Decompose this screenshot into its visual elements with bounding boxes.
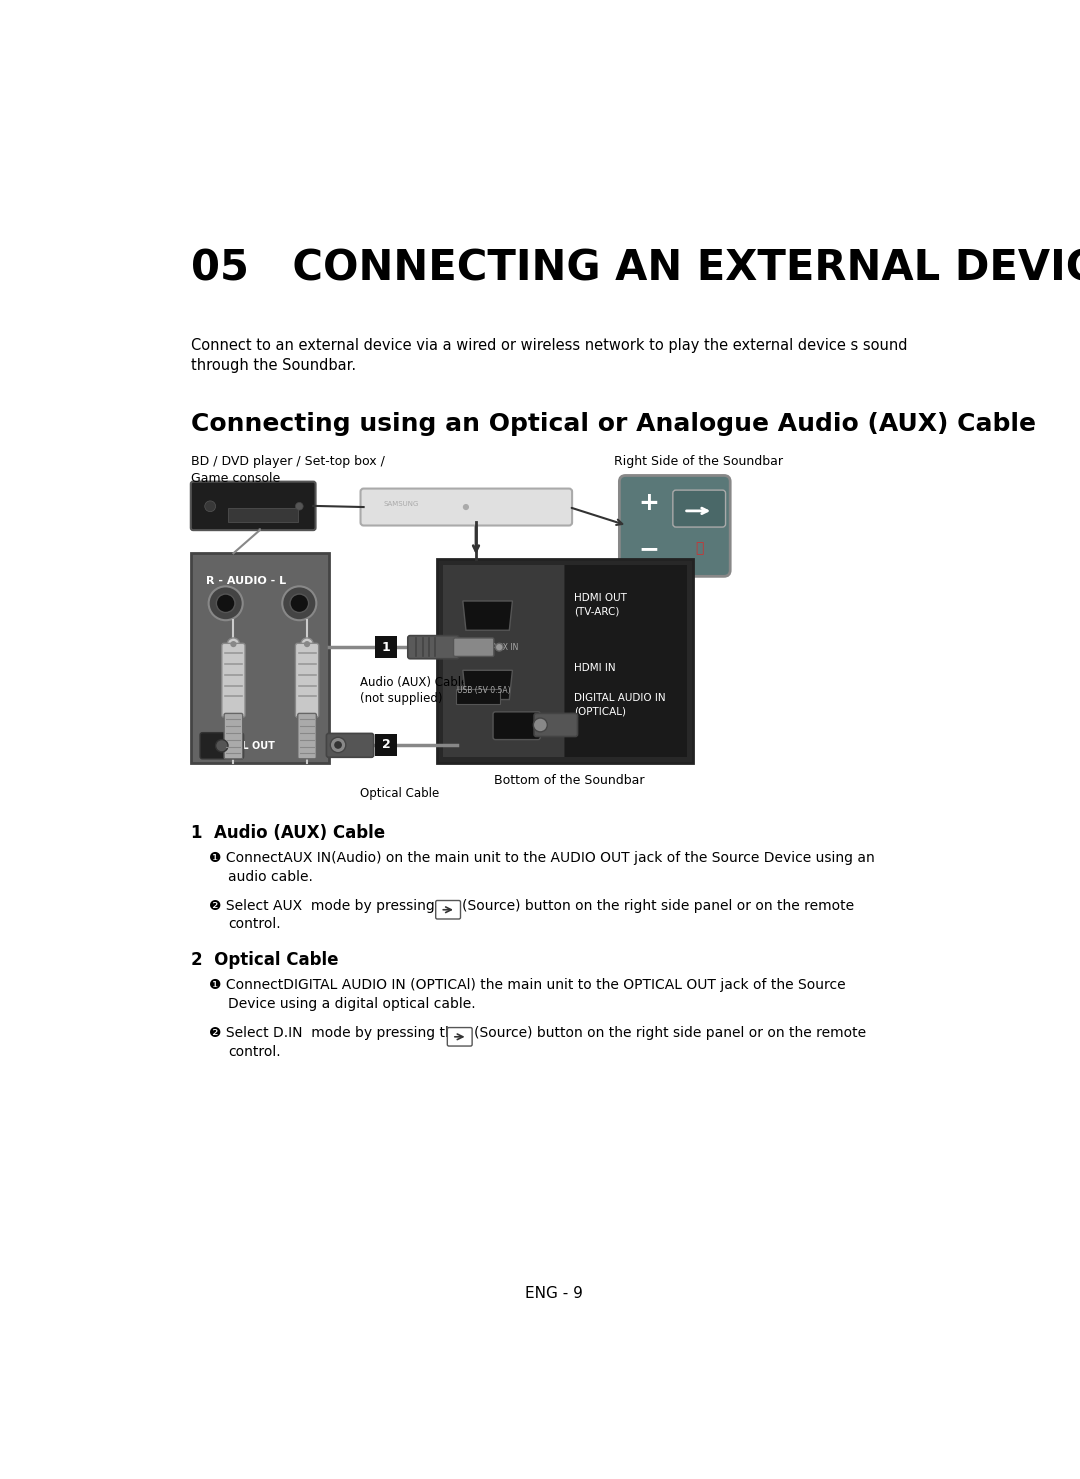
Circle shape	[227, 637, 240, 651]
Text: ❶ ConnectDIGITAL AUDIO IN (OPTICAl) the main unit to the OPTICAL OUT jack of the: ❶ ConnectDIGITAL AUDIO IN (OPTICAl) the …	[208, 978, 846, 992]
Text: Connect to an external device via a wired or wireless network to play the extern: Connect to an external device via a wire…	[191, 337, 907, 352]
FancyBboxPatch shape	[326, 734, 374, 757]
Text: ❶ ConnectAUX IN(Audio) on the main unit to the AUDIO OUT jack of the Source Devi: ❶ ConnectAUX IN(Audio) on the main unit …	[208, 852, 875, 865]
Circle shape	[473, 640, 487, 654]
FancyBboxPatch shape	[673, 490, 726, 527]
Text: +: +	[638, 491, 659, 515]
Text: Game console: Game console	[191, 472, 280, 485]
Circle shape	[303, 640, 310, 648]
Bar	[444, 565, 564, 757]
Circle shape	[205, 501, 216, 512]
Text: ❷ Select AUX  mode by pressing: ❷ Select AUX mode by pressing	[208, 899, 434, 913]
Text: BD / DVD player / Set-top box /: BD / DVD player / Set-top box /	[191, 454, 384, 467]
Text: (not supplied): (not supplied)	[360, 692, 442, 705]
Text: USB (5V 0.5A): USB (5V 0.5A)	[457, 686, 510, 695]
FancyBboxPatch shape	[191, 553, 328, 763]
FancyBboxPatch shape	[619, 475, 730, 577]
FancyBboxPatch shape	[408, 636, 459, 658]
Circle shape	[282, 586, 316, 620]
Text: control.: control.	[228, 1044, 281, 1059]
FancyBboxPatch shape	[456, 689, 500, 704]
FancyBboxPatch shape	[298, 713, 316, 759]
Circle shape	[230, 640, 237, 648]
Circle shape	[296, 503, 303, 510]
FancyBboxPatch shape	[225, 713, 243, 759]
Bar	[375, 734, 397, 756]
Text: −: −	[638, 537, 659, 561]
Text: ⏻: ⏻	[696, 541, 703, 556]
FancyBboxPatch shape	[535, 713, 578, 737]
Circle shape	[330, 737, 346, 753]
Text: R - AUDIO - L: R - AUDIO - L	[206, 577, 286, 586]
Circle shape	[463, 504, 469, 510]
Text: ❷ Select D.IN  mode by pressing the: ❷ Select D.IN mode by pressing the	[208, 1026, 462, 1040]
Text: (Source) button on the right side panel or on the remote: (Source) button on the right side panel …	[474, 1026, 866, 1040]
Text: OPTICAL OUT: OPTICAL OUT	[202, 741, 275, 751]
Text: AUX IN: AUX IN	[491, 642, 518, 652]
Text: Right Side of the Soundbar: Right Side of the Soundbar	[613, 454, 783, 467]
Text: 2  Optical Cable: 2 Optical Cable	[191, 951, 338, 969]
Circle shape	[301, 637, 313, 651]
Bar	[375, 636, 397, 658]
Text: ENG - 9: ENG - 9	[525, 1287, 582, 1302]
FancyBboxPatch shape	[494, 711, 540, 740]
FancyBboxPatch shape	[361, 488, 572, 525]
FancyBboxPatch shape	[447, 1028, 472, 1046]
Text: Device using a digital optical cable.: Device using a digital optical cable.	[228, 997, 475, 1010]
FancyBboxPatch shape	[435, 901, 460, 918]
Text: through the Soundbar.: through the Soundbar.	[191, 358, 356, 373]
Circle shape	[291, 595, 309, 612]
Text: (Source) button on the right side panel or on the remote: (Source) button on the right side panel …	[462, 899, 854, 913]
Text: Audio (AUX) Cable: Audio (AUX) Cable	[360, 676, 468, 689]
Text: 1: 1	[381, 640, 391, 654]
Text: 1  Audio (AUX) Cable: 1 Audio (AUX) Cable	[191, 824, 384, 842]
FancyBboxPatch shape	[191, 482, 315, 529]
Text: HDMI OUT
(TV-ARC): HDMI OUT (TV-ARC)	[575, 593, 627, 617]
Polygon shape	[463, 600, 512, 630]
Text: audio cable.: audio cable.	[228, 870, 313, 884]
Text: control.: control.	[228, 917, 281, 932]
Circle shape	[496, 643, 503, 651]
Circle shape	[208, 586, 243, 620]
Text: HDMI IN: HDMI IN	[575, 663, 616, 673]
FancyBboxPatch shape	[454, 637, 494, 657]
Circle shape	[334, 741, 342, 748]
Bar	[228, 507, 298, 522]
FancyBboxPatch shape	[437, 559, 693, 763]
Circle shape	[216, 740, 228, 751]
Text: Connecting using an Optical or Analogue Audio (AUX) Cable: Connecting using an Optical or Analogue …	[191, 413, 1036, 436]
Circle shape	[216, 595, 235, 612]
Text: Optical Cable: Optical Cable	[360, 787, 438, 800]
Polygon shape	[463, 670, 512, 700]
Text: SAMSUNG: SAMSUNG	[383, 501, 418, 507]
Circle shape	[534, 717, 548, 732]
Text: 05   CONNECTING AN EXTERNAL DEVICE: 05 CONNECTING AN EXTERNAL DEVICE	[191, 247, 1080, 288]
Bar	[565, 565, 687, 757]
FancyBboxPatch shape	[296, 643, 319, 717]
Text: DIGITAL AUDIO IN
(OPTICAL): DIGITAL AUDIO IN (OPTICAL)	[575, 694, 666, 717]
FancyBboxPatch shape	[221, 643, 245, 717]
Text: Bottom of the Soundbar: Bottom of the Soundbar	[494, 774, 645, 787]
FancyBboxPatch shape	[200, 732, 243, 759]
Text: 2: 2	[381, 738, 391, 751]
